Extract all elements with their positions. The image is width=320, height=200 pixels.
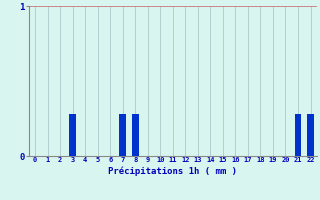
Bar bbox=[295, 114, 301, 156]
Bar bbox=[69, 114, 76, 156]
Bar bbox=[119, 114, 126, 156]
Bar bbox=[132, 114, 139, 156]
Bar bbox=[307, 114, 314, 156]
X-axis label: Précipitations 1h ( mm ): Précipitations 1h ( mm ) bbox=[108, 166, 237, 176]
